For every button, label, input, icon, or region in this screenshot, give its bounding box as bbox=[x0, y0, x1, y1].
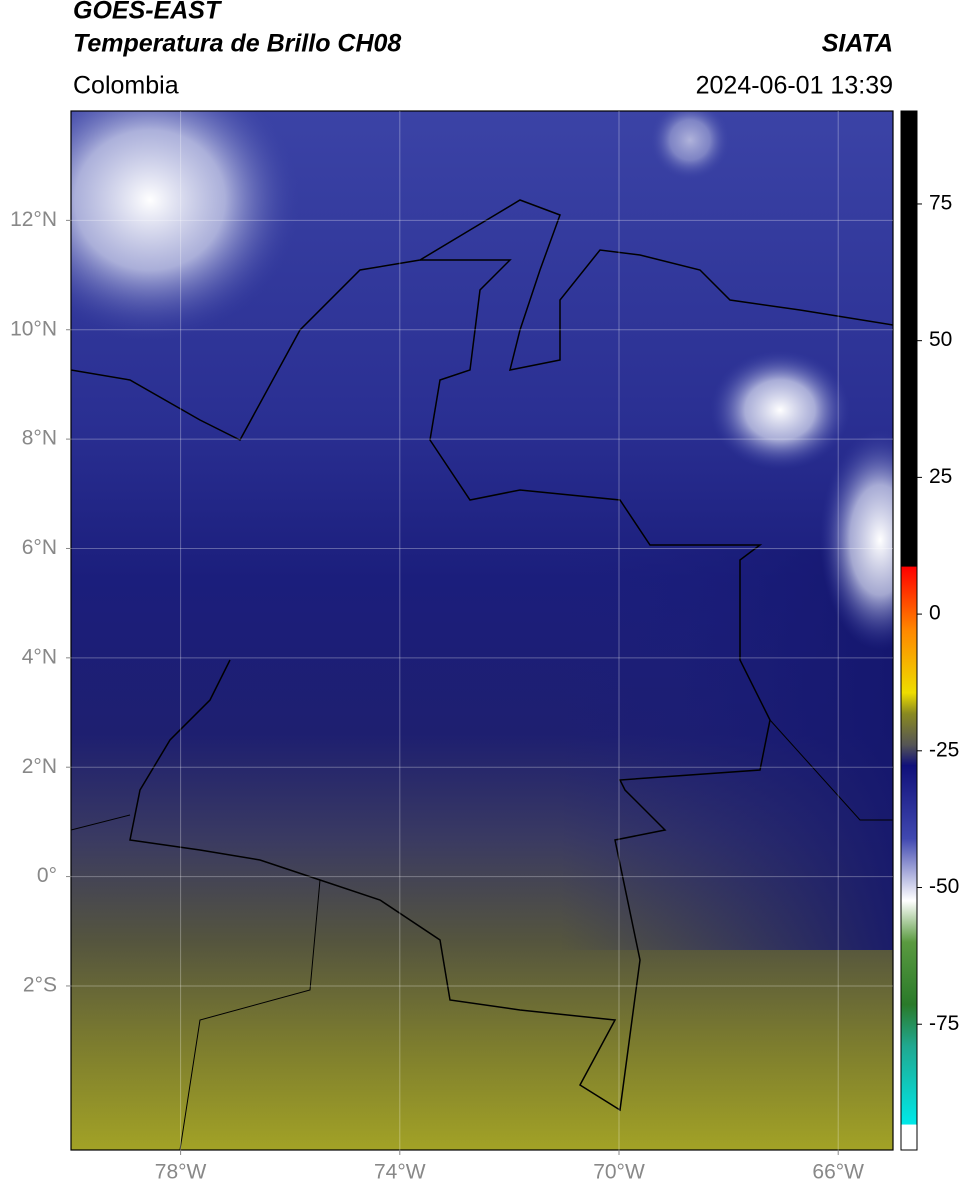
y-tick-label: 6°N bbox=[22, 536, 57, 559]
x-tick-label: 74°W bbox=[374, 1161, 426, 1184]
cloud bbox=[71, 111, 300, 340]
x-tick-label: 78°W bbox=[155, 1161, 207, 1184]
coastline bbox=[71, 199, 893, 441]
border bbox=[71, 719, 893, 1150]
y-tick-label: 12°N bbox=[10, 208, 57, 231]
x-tick-label: 70°W bbox=[593, 1161, 645, 1184]
colorbar-tick-label: 75 bbox=[929, 192, 952, 215]
cloud bbox=[710, 350, 850, 470]
map-image bbox=[71, 111, 893, 1150]
colorbar-tick-label: -50 bbox=[929, 875, 959, 898]
x-tick-label: 66°W bbox=[812, 1161, 864, 1184]
y-tick-label: 4°N bbox=[22, 645, 57, 668]
y-tick-label: 10°N bbox=[10, 317, 57, 340]
source: SIATA bbox=[822, 30, 893, 58]
colorbar-tick-label: 25 bbox=[929, 465, 952, 488]
timestamp: 2024-06-01 13:39 bbox=[696, 72, 893, 100]
cloud bbox=[650, 111, 730, 180]
y-tick-label: 0° bbox=[37, 864, 57, 887]
colorbar-tick-label: -75 bbox=[929, 1012, 959, 1035]
colorbar-tick-label: 0 bbox=[929, 602, 941, 625]
map-frame bbox=[70, 110, 894, 1151]
y-tick-label: 8°N bbox=[22, 427, 57, 450]
title-line: GOES-EAST bbox=[73, 0, 223, 25]
colorbar bbox=[900, 110, 918, 1151]
y-tick-label: 2°S bbox=[23, 973, 57, 996]
title-line: Temperatura de Brillo CH08 bbox=[73, 30, 401, 58]
cloud bbox=[820, 430, 893, 650]
y-tick-label: 2°N bbox=[22, 755, 57, 778]
colorbar-tick-label: 50 bbox=[929, 328, 952, 351]
border bbox=[129, 259, 771, 1112]
region: Colombia bbox=[73, 72, 179, 100]
colorbar-tick-label: -25 bbox=[929, 738, 959, 761]
